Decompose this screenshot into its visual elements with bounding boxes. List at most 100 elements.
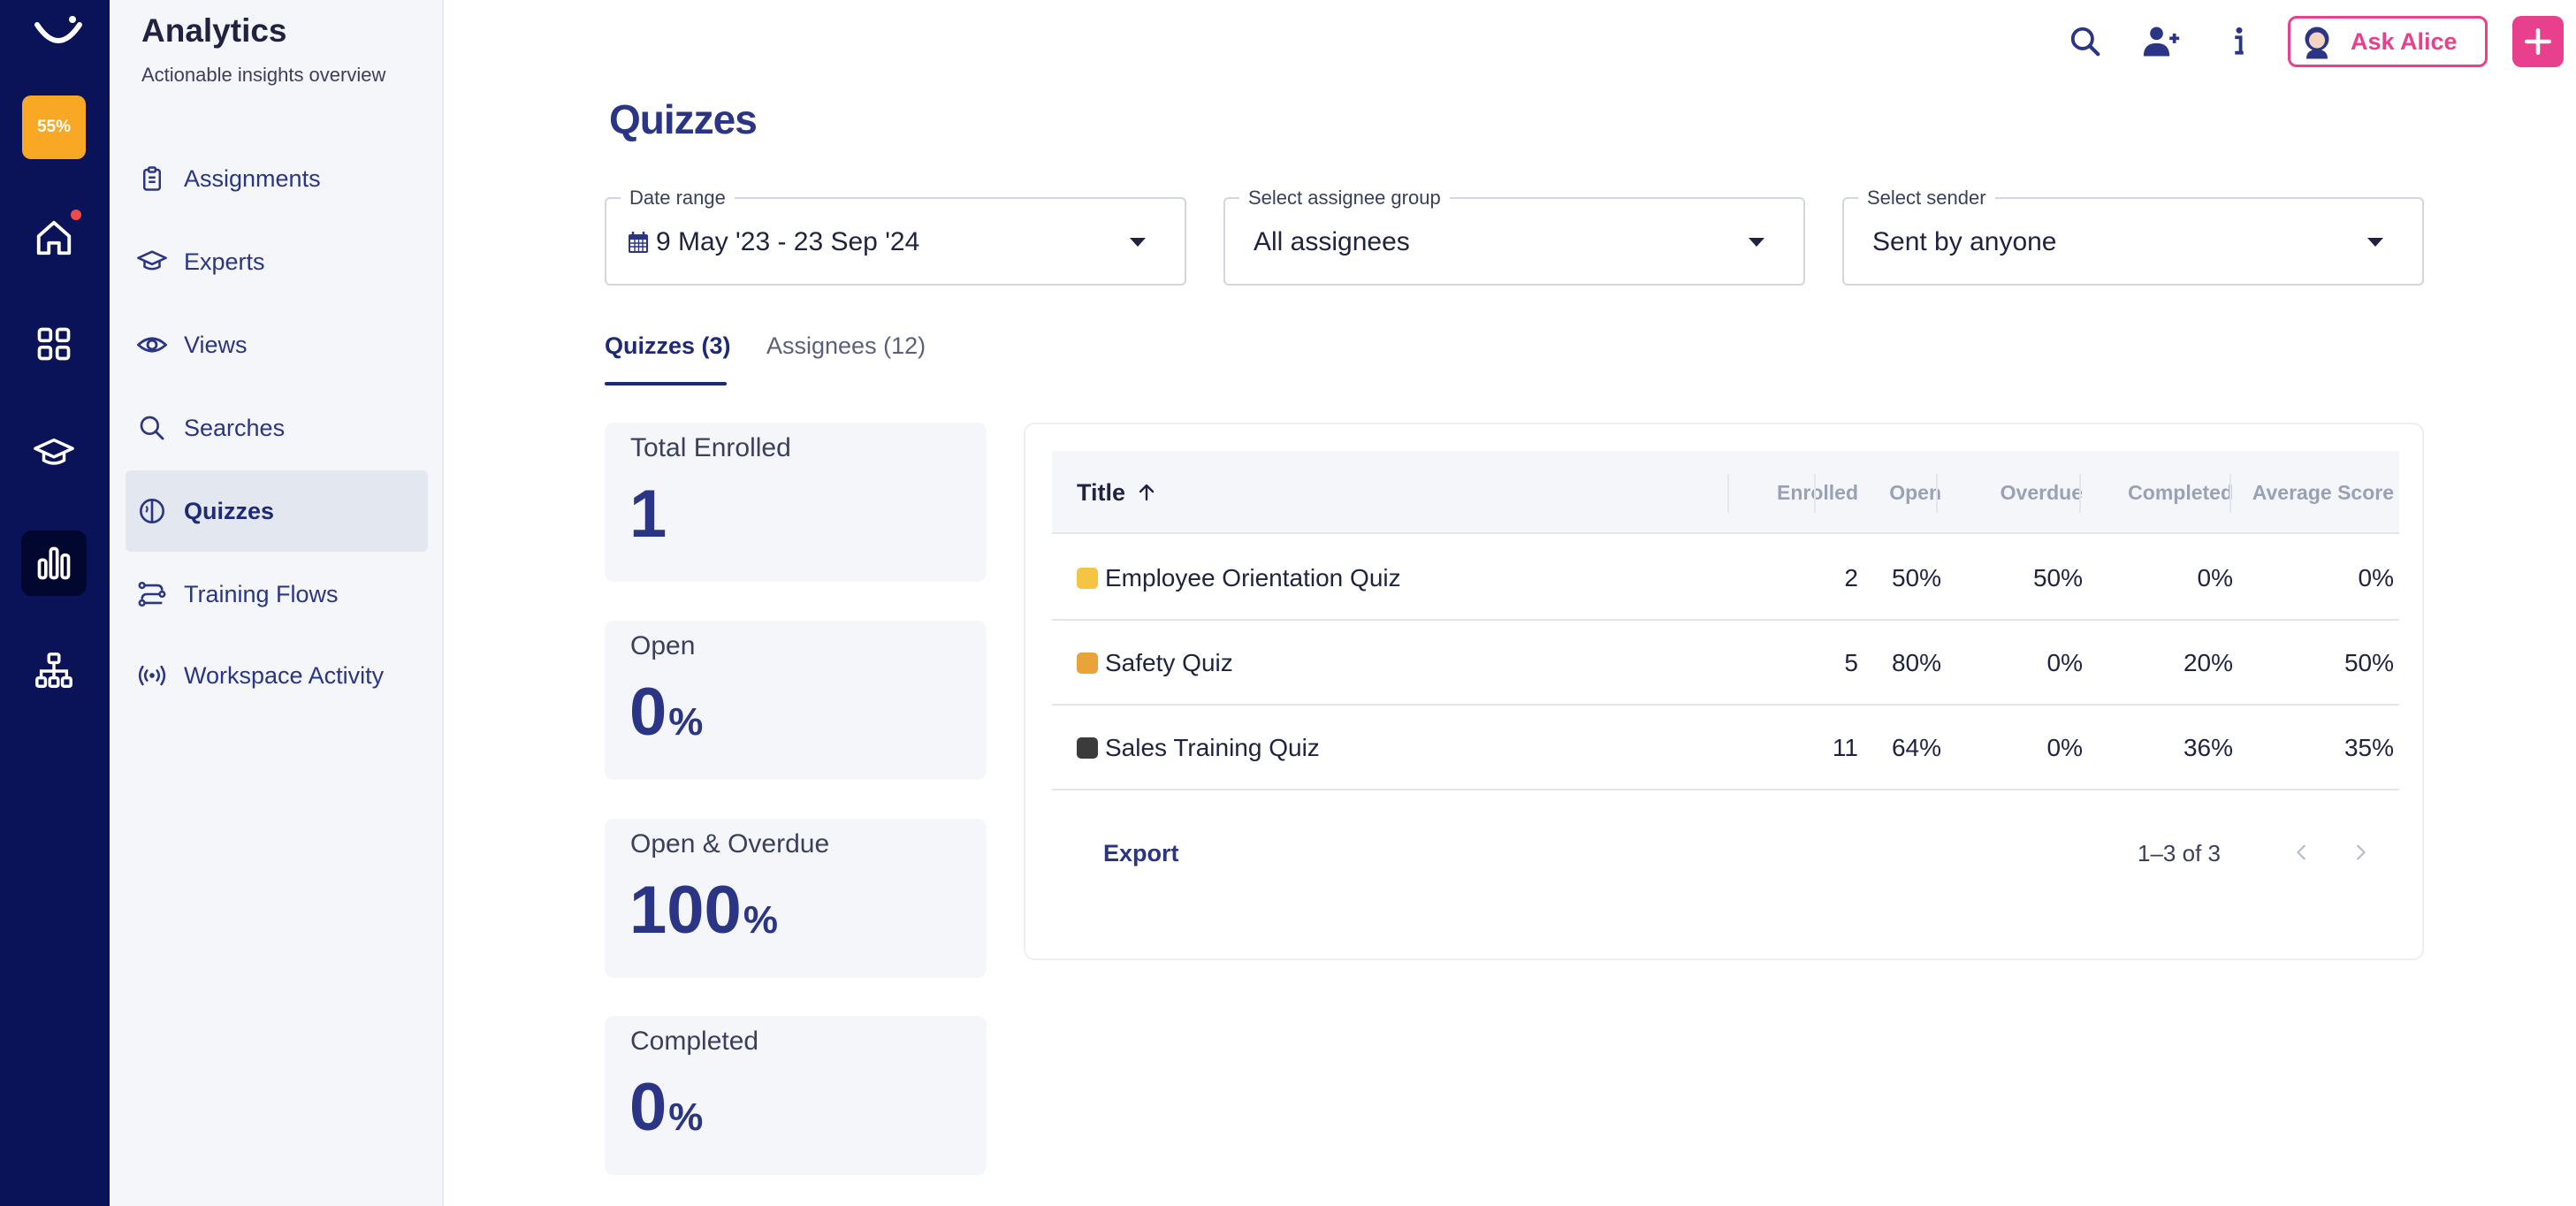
- stat-value: 0: [629, 1070, 667, 1145]
- column-divider: [1727, 474, 1729, 513]
- column-divider: [1814, 474, 1816, 513]
- chevron-down-icon: [2367, 238, 2383, 247]
- construction-worker-icon: [1077, 653, 1098, 674]
- chevron-right-icon: [2357, 844, 2366, 860]
- stat-label: Open: [630, 631, 696, 660]
- graduation-cap-icon: [136, 246, 168, 278]
- rail-dashboard[interactable]: [21, 311, 87, 377]
- ninja-icon: [1077, 737, 1098, 759]
- enrolled-value: 2: [1844, 564, 1858, 592]
- column-header-average-score[interactable]: Average Score: [2252, 480, 2394, 504]
- assignee-group-value: All assignees: [1254, 227, 1410, 256]
- date-range-select[interactable]: Date range 9 May '23 - 23 Sep '24: [605, 187, 1186, 286]
- sidebar-item-training-flows[interactable]: Training Flows: [126, 553, 428, 635]
- tab-assignees[interactable]: Assignees (12): [766, 332, 926, 359]
- sender-select[interactable]: Select sender Sent by anyone: [1842, 187, 2424, 286]
- flow-icon: [136, 578, 168, 610]
- top-search-button[interactable]: [2062, 18, 2109, 65]
- stat-card-completed: Completed 0%: [605, 1016, 987, 1175]
- column-divider: [2229, 474, 2231, 513]
- completed-value: 20%: [2183, 649, 2233, 676]
- quiz-title: Employee Orientation Quiz: [1105, 564, 1401, 592]
- overdue-value: 0%: [2046, 649, 2083, 676]
- invite-user-button[interactable]: [2138, 18, 2185, 65]
- broadcast-icon: [136, 660, 168, 691]
- sidebar-item-label: Training Flows: [184, 580, 339, 607]
- chevron-down-icon: [1749, 238, 1764, 247]
- waving-hand-icon: [1077, 568, 1098, 589]
- stat-unit: %: [668, 1095, 704, 1139]
- rail-analytics[interactable]: [21, 530, 87, 596]
- sidebar-item-searches[interactable]: Searches: [126, 387, 428, 469]
- average-score-value: 35%: [2344, 734, 2394, 761]
- sidebar-item-label: Searches: [184, 414, 286, 441]
- rail-org[interactable]: [21, 638, 87, 704]
- date-range-value: 9 May '23 - 23 Sep '24: [656, 227, 920, 256]
- active-tab-indicator: [605, 382, 727, 385]
- search-icon: [2070, 27, 2100, 57]
- create-button[interactable]: [2512, 16, 2564, 67]
- quizzes-table-card: Title Enrolled Open Overdue Completed Av…: [1024, 423, 2424, 960]
- sidebar-item-label: Views: [184, 331, 248, 358]
- pagination-label: 1–3 of 3: [2138, 840, 2221, 866]
- calendar-icon: [629, 232, 648, 253]
- column-divider: [1936, 474, 1938, 513]
- ask-alice-label: Ask Alice: [2351, 27, 2458, 55]
- rail-home[interactable]: [21, 205, 87, 271]
- table-row[interactable]: Safety Quiz 5 80% 0% 20% 50%: [1052, 621, 2399, 706]
- progress-badge[interactable]: 55%: [22, 95, 86, 159]
- stat-value: 0: [629, 675, 667, 750]
- open-value: 80%: [1891, 649, 1941, 676]
- column-header-completed[interactable]: Completed: [2128, 480, 2233, 504]
- chevron-down-icon: [1130, 238, 1146, 247]
- brain-icon: [136, 495, 168, 527]
- page-title: Quizzes: [609, 96, 758, 142]
- search-icon: [136, 412, 168, 444]
- completed-value: 36%: [2183, 734, 2233, 761]
- column-header-enrolled[interactable]: Enrolled: [1776, 480, 1858, 504]
- bar-chart-icon: [37, 546, 71, 580]
- plus-icon: [2524, 27, 2552, 56]
- column-header-open[interactable]: Open: [1889, 480, 1941, 504]
- sidebar-item-assignments[interactable]: Assignments: [126, 138, 428, 219]
- info-button[interactable]: [2215, 18, 2263, 65]
- stat-label: Open & Overdue: [630, 829, 830, 859]
- tab-quizzes[interactable]: Quizzes (3): [605, 332, 731, 359]
- org-chart-icon: [35, 653, 72, 688]
- sidebar-item-quizzes[interactable]: Quizzes: [126, 470, 428, 552]
- logo-icon[interactable]: [32, 12, 85, 51]
- table-row[interactable]: Sales Training Quiz 11 64% 0% 36% 35%: [1052, 706, 2399, 790]
- next-page-button[interactable]: [2341, 833, 2380, 872]
- column-header-overdue[interactable]: Overdue: [2000, 480, 2083, 504]
- sort-ascending-icon: [1139, 484, 1155, 501]
- quiz-title: Sales Training Quiz: [1105, 734, 1320, 761]
- sidebar-item-workspace-activity[interactable]: Workspace Activity: [126, 635, 428, 716]
- column-header-title[interactable]: Title: [1077, 451, 1157, 534]
- previous-page-button[interactable]: [2283, 833, 2321, 872]
- rail-learning[interactable]: [21, 421, 87, 486]
- open-value: 64%: [1891, 734, 1941, 761]
- date-range-label: Date range: [621, 187, 735, 210]
- sidebar-item-experts[interactable]: Experts: [126, 221, 428, 302]
- ask-alice-button[interactable]: Ask Alice: [2288, 16, 2488, 67]
- export-button[interactable]: Export: [1103, 840, 1179, 866]
- sender-value: Sent by anyone: [1872, 227, 2057, 256]
- overdue-value: 50%: [2032, 564, 2083, 592]
- stat-card-open-overdue: Open & Overdue 100%: [605, 819, 987, 978]
- stat-card-open: Open 0%: [605, 621, 987, 780]
- stat-value: 100: [629, 873, 742, 948]
- stat-unit: %: [743, 898, 778, 942]
- average-score-value: 0%: [2358, 564, 2394, 592]
- clipboard-icon: [136, 163, 168, 195]
- graduation-cap-icon: [34, 438, 74, 465]
- stat-card-total-enrolled: Total Enrolled 1: [605, 423, 987, 582]
- assignee-group-select[interactable]: Select assignee group All assignees: [1223, 187, 1805, 286]
- sidebar-item-label: Workspace Activity: [184, 661, 385, 689]
- app-rail: 55%: [0, 0, 110, 1206]
- stat-label: Total Enrolled: [630, 433, 791, 462]
- stat-label: Completed: [630, 1027, 759, 1056]
- sidebar-item-label: Quizzes: [184, 497, 275, 524]
- table-row[interactable]: Employee Orientation Quiz 2 50% 50% 0% 0…: [1052, 536, 2399, 621]
- completed-value: 0%: [2197, 564, 2233, 592]
- sidebar-item-views[interactable]: Views: [126, 304, 428, 385]
